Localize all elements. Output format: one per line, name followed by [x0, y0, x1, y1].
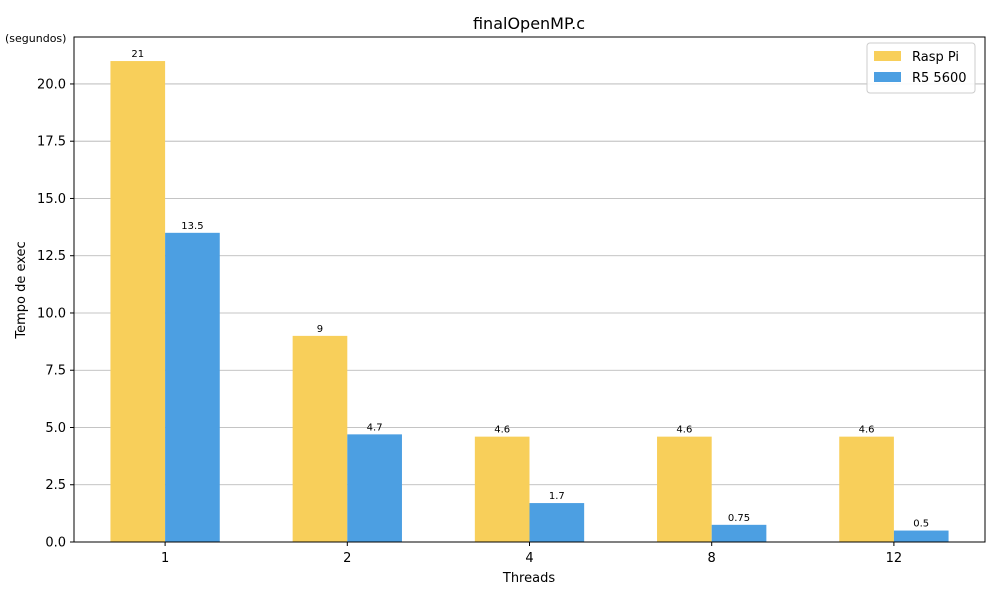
- data-label: 13.5: [181, 221, 203, 232]
- bar: [657, 436, 712, 542]
- bar: [474, 436, 530, 542]
- grid-lines: [74, 83, 985, 543]
- x-axis-label: Threads: [502, 571, 555, 586]
- y-tick-label: 17.5: [37, 135, 66, 150]
- y-tick-label: 10.0: [37, 306, 66, 321]
- data-label: 4.6: [859, 425, 875, 436]
- y-tick-label: 5.0: [45, 421, 66, 436]
- bar: [110, 61, 166, 543]
- y-tick-label: 2.5: [45, 478, 66, 493]
- bar: [292, 335, 348, 542]
- x-ticks: 1 2 4 8 12: [161, 542, 902, 566]
- data-label: 21: [131, 49, 144, 60]
- data-labels: 21 13.5 9 4.7 4.6 1.7 4.6 0.75 4.6 0.5: [131, 49, 929, 530]
- x-tick-label: 1: [161, 551, 169, 566]
- data-label: 4.7: [367, 422, 383, 433]
- bar: [529, 503, 585, 542]
- data-label: 0.5: [913, 519, 929, 530]
- legend-label: R5 5600: [912, 71, 967, 86]
- bars: [110, 61, 949, 543]
- y-tick-label: 0.0: [45, 536, 66, 551]
- y-tick-label: 12.5: [37, 249, 66, 264]
- legend: Rasp Pi R5 5600: [866, 42, 976, 94]
- bar: [347, 434, 402, 542]
- x-tick-label: 8: [708, 551, 716, 566]
- data-label: 0.75: [728, 513, 750, 524]
- bar: [165, 232, 220, 542]
- y-tick-label: 7.5: [45, 364, 66, 379]
- x-tick-label: 4: [525, 551, 533, 566]
- data-label: 4.6: [676, 425, 692, 436]
- bar: [839, 436, 894, 542]
- x-tick-label: 12: [886, 551, 903, 566]
- chart-title: finalOpenMP.c: [473, 14, 585, 33]
- y-tick-label: 20.0: [37, 77, 66, 92]
- bar: [711, 524, 767, 542]
- legend-swatch: [874, 51, 901, 61]
- x-tick-label: 2: [343, 551, 351, 566]
- y-ticks: 0.0 2.5 5.0 7.5 10.0 12.5 15.0 17.5 20.0: [37, 77, 74, 551]
- data-label: 4.6: [494, 425, 510, 436]
- bar: [893, 530, 949, 542]
- y-unit-label: (segundos): [5, 32, 66, 45]
- legend-swatch: [874, 72, 901, 82]
- data-label: 9: [317, 324, 323, 335]
- y-tick-label: 15.0: [37, 192, 66, 207]
- legend-label: Rasp Pi: [912, 50, 959, 65]
- data-label: 1.7: [549, 491, 565, 502]
- y-axis-label: Tempo de exec: [14, 241, 29, 339]
